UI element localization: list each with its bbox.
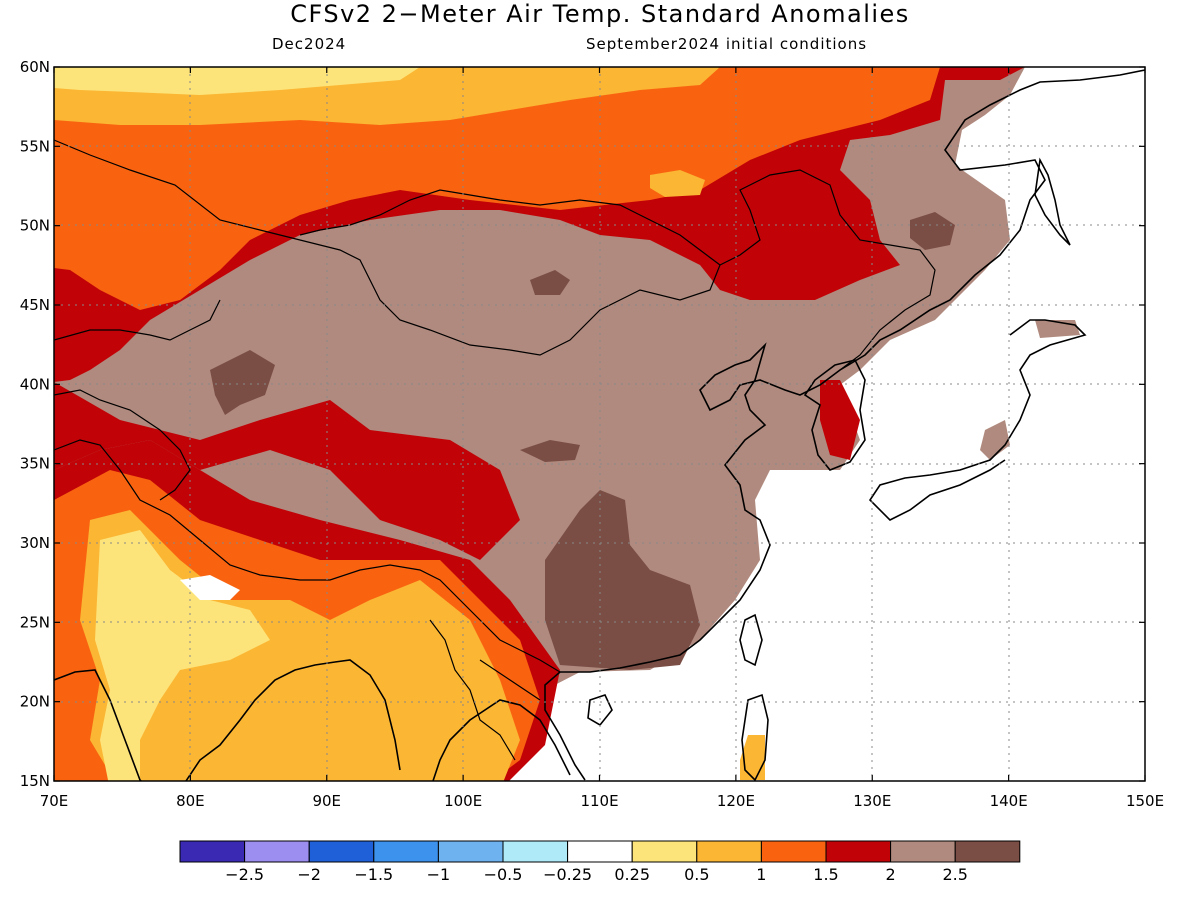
coastline-japan [868,319,1087,521]
coastline-taiwan [739,613,763,667]
anomaly-patch-dark-red-korea [820,380,860,460]
anomaly-patch-light-orange-taiwan [740,735,765,780]
latitude-axis: 60N 55N 50N 45N 40N 35N 30N 25N 20N 15N [20,58,1145,790]
colorbar-swatch [696,840,762,863]
initial-conditions: September2024 initial conditions [586,35,868,53]
colorbar-label: 2 [886,865,896,884]
colorbar-label: 2.5 [942,865,967,884]
colorbar-label: −2.5 [225,865,264,884]
lat-tick-label: 60N [20,58,50,76]
lon-tick-label: 150E [1126,792,1164,810]
lon-tick-label: 80E [176,792,205,810]
colorbar-label: 0.5 [684,865,709,884]
colorbar-label: −0.25 [543,865,592,884]
colorbar-label: −1 [427,865,451,884]
lat-tick-label: 55N [20,137,50,155]
anomaly-band-light-orange-south [80,510,520,781]
lat-tick-label: 25N [20,613,50,631]
border-southeast-asia [429,619,541,761]
anomaly-patch-dark-brown-sichuan [545,490,700,670]
colorbar-swatch [954,840,1021,863]
colorbar-swatch [890,840,956,863]
lat-tick-label: 40N [20,375,50,393]
anomaly-band-orange-north [54,67,940,310]
lon-tick-label: 120E [717,792,755,810]
coastline-india [54,659,401,781]
colorbar-swatch [437,840,504,863]
colorbar-label: −1.5 [354,865,393,884]
map-title: CFSv2 2−Meter Air Temp. Standard Anomali… [290,0,910,28]
longitude-axis: 70E 80E 90E 100E 110E 120E 130E 140E 150E [40,67,1164,810]
colorbar-swatch [244,840,310,863]
coastline-hainan [587,694,613,727]
anomaly-band-dark-red-south [54,382,520,560]
border-himalaya [54,439,561,673]
lon-tick-label: 110E [580,792,618,810]
colorbar-swatch [631,840,698,863]
colorbar-label: 0.25 [614,865,650,884]
forecast-month: Dec2024 [272,35,347,53]
coastline-indochina [432,699,571,781]
border-china-russia-mongolia [54,139,721,356]
border-china-manchuria [719,169,936,371]
coastline-korea [803,359,866,471]
anomaly-patch-dark-brown-taklimakan [210,350,275,415]
lat-tick-label: 45N [20,296,50,314]
coastline-east-asia [544,69,1145,781]
coastline-sakhalin [1034,157,1071,246]
lon-tick-label: 130E [853,792,891,810]
lon-tick-label: 70E [40,792,69,810]
colorbar-swatch [179,840,246,863]
colorbar-label: −2 [297,865,321,884]
colorbar-swatch [308,840,375,863]
lat-tick-label: 15N [20,772,50,790]
colorbar-swatch [760,840,827,863]
border-central-asia [54,299,221,501]
colorbar-swatch [502,840,569,863]
colorbar-label: 1.5 [813,865,838,884]
coastline-luzon [741,693,769,781]
lat-tick-label: 35N [20,455,50,473]
lon-tick-label: 100E [444,792,482,810]
colorbar-label: −0.5 [484,865,523,884]
anomaly-patch-white-tibet [180,575,240,600]
lon-tick-label: 140E [990,792,1028,810]
colorbar-label: 1 [756,865,766,884]
anomaly-patch-dark-brown-mongolia [530,270,570,295]
anomaly-band-yellow-north [54,67,420,95]
anomaly-band-yellow-india [95,530,270,781]
anomaly-patch-dark-brown-tarim [520,440,580,462]
coastlines [54,69,1145,781]
country-borders [54,139,936,761]
colorbar-swatch [825,840,892,863]
lat-tick-label: 50N [20,217,50,235]
lon-tick-label: 90E [312,792,341,810]
colorbar: −2.5 −2 −1.5 −1 −0.5 −0.25 0.25 0.5 1 1.5 2 2.5 [179,840,1021,884]
lat-tick-label: 30N [20,534,50,552]
colorbar-swatch [567,840,633,863]
anomaly-patch-light-orange-mongolia [650,170,705,197]
anomaly-patch-brown-honshu [980,420,1010,460]
colorbar-swatch [373,840,439,863]
anomaly-patch-dark-brown-manchuria [910,212,955,250]
lat-tick-label: 20N [20,693,50,711]
gridlines [54,67,1145,781]
